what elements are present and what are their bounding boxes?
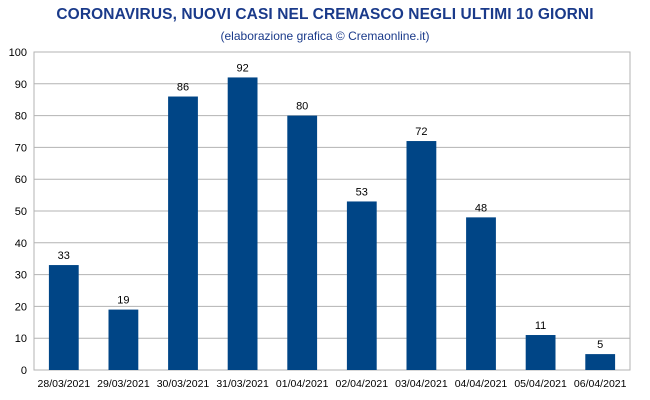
- bar: [346, 201, 377, 370]
- x-tick-label: 30/03/2021: [157, 378, 210, 390]
- x-tick-label: 03/04/2021: [395, 378, 448, 390]
- y-tick-label: 70: [15, 142, 27, 154]
- data-label: 80: [296, 101, 308, 113]
- data-label: 53: [356, 186, 368, 198]
- y-tick-label: 10: [15, 333, 27, 345]
- x-tick-label: 28/03/2021: [38, 378, 91, 390]
- bar: [585, 354, 616, 370]
- y-tick-label: 90: [15, 79, 27, 91]
- x-tick-label: 04/04/2021: [455, 378, 508, 390]
- chart-title: CORONAVIRUS, NUOVI CASI NEL CREMASCO NEG…: [56, 6, 594, 23]
- data-label: 5: [597, 339, 603, 351]
- y-tick-label: 40: [15, 238, 27, 250]
- bar: [227, 77, 258, 370]
- x-tick-label: 05/04/2021: [514, 378, 567, 390]
- y-tick-label: 60: [15, 174, 27, 186]
- x-tick-label: 02/04/2021: [336, 378, 389, 390]
- bar: [406, 141, 437, 370]
- y-tick-label: 50: [15, 206, 27, 218]
- bar: [48, 265, 79, 370]
- data-label: 92: [236, 62, 248, 74]
- bar: [525, 335, 556, 370]
- data-label: 86: [177, 82, 189, 94]
- bar: [466, 217, 496, 370]
- data-label: 33: [58, 250, 70, 262]
- y-tick-label: 30: [15, 270, 27, 282]
- y-tick-label: 20: [15, 301, 27, 313]
- plot-frame: [33, 51, 631, 371]
- bar: [168, 96, 198, 371]
- bar: [108, 309, 139, 370]
- data-label: 19: [117, 295, 129, 307]
- data-label: 72: [415, 126, 427, 138]
- data-label: 48: [475, 202, 487, 214]
- x-tick-label: 29/03/2021: [97, 378, 150, 390]
- x-tick-label: 01/04/2021: [276, 378, 329, 390]
- data-label: 11: [535, 320, 546, 332]
- x-tick-label: 31/03/2021: [216, 378, 269, 390]
- y-tick-label: 0: [21, 365, 27, 377]
- bar: [287, 115, 318, 370]
- x-tick-label: 06/04/2021: [574, 378, 627, 390]
- chart-subtitle: (elaborazione grafica © Cremaonline.it): [220, 29, 430, 43]
- y-tick-label: 80: [15, 111, 27, 123]
- y-tick-label: 100: [9, 47, 27, 59]
